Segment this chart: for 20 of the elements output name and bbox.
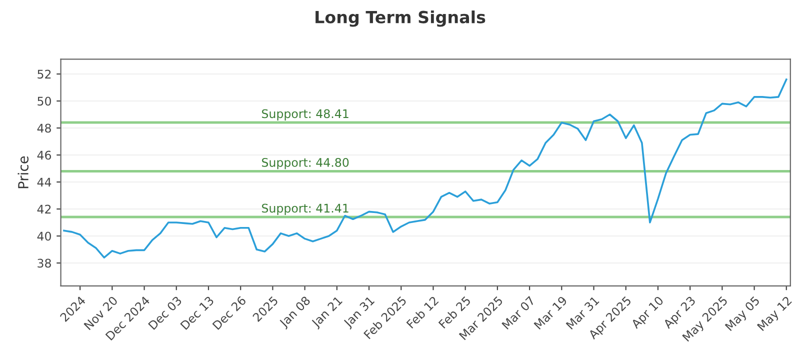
y-tick-label: 40 — [37, 232, 51, 241]
ref-line-label: Support: 44.80 — [262, 158, 349, 170]
y-tick-label: 42 — [37, 204, 51, 214]
x-tick-label: Jan 08 — [278, 296, 312, 330]
x-tick-label: Jan 21 — [310, 296, 344, 330]
x-tick-label: Mar 07 — [501, 296, 536, 330]
y-tick-label: 48 — [37, 124, 51, 133]
line-series — [63, 78, 788, 259]
y-axis-title: Price — [18, 156, 29, 188]
y-tick-label: 46 — [37, 150, 52, 160]
x-tick-label: Dec 26 — [212, 296, 247, 330]
x-tick-label: Feb 12 — [406, 296, 439, 329]
x-tick-label: Apr 10 — [630, 296, 666, 331]
ref-line-label: Support: 48.41 — [262, 109, 348, 120]
y-tick-label: 38 — [38, 258, 51, 268]
ref-line-label: Support: 41.41 — [262, 204, 348, 215]
y-tick-label: 50 — [38, 96, 51, 106]
y-tick-label: 52 — [38, 70, 51, 79]
y-tick-label: 44 — [37, 178, 52, 186]
chart-title: Long Term Signals — [316, 10, 486, 27]
